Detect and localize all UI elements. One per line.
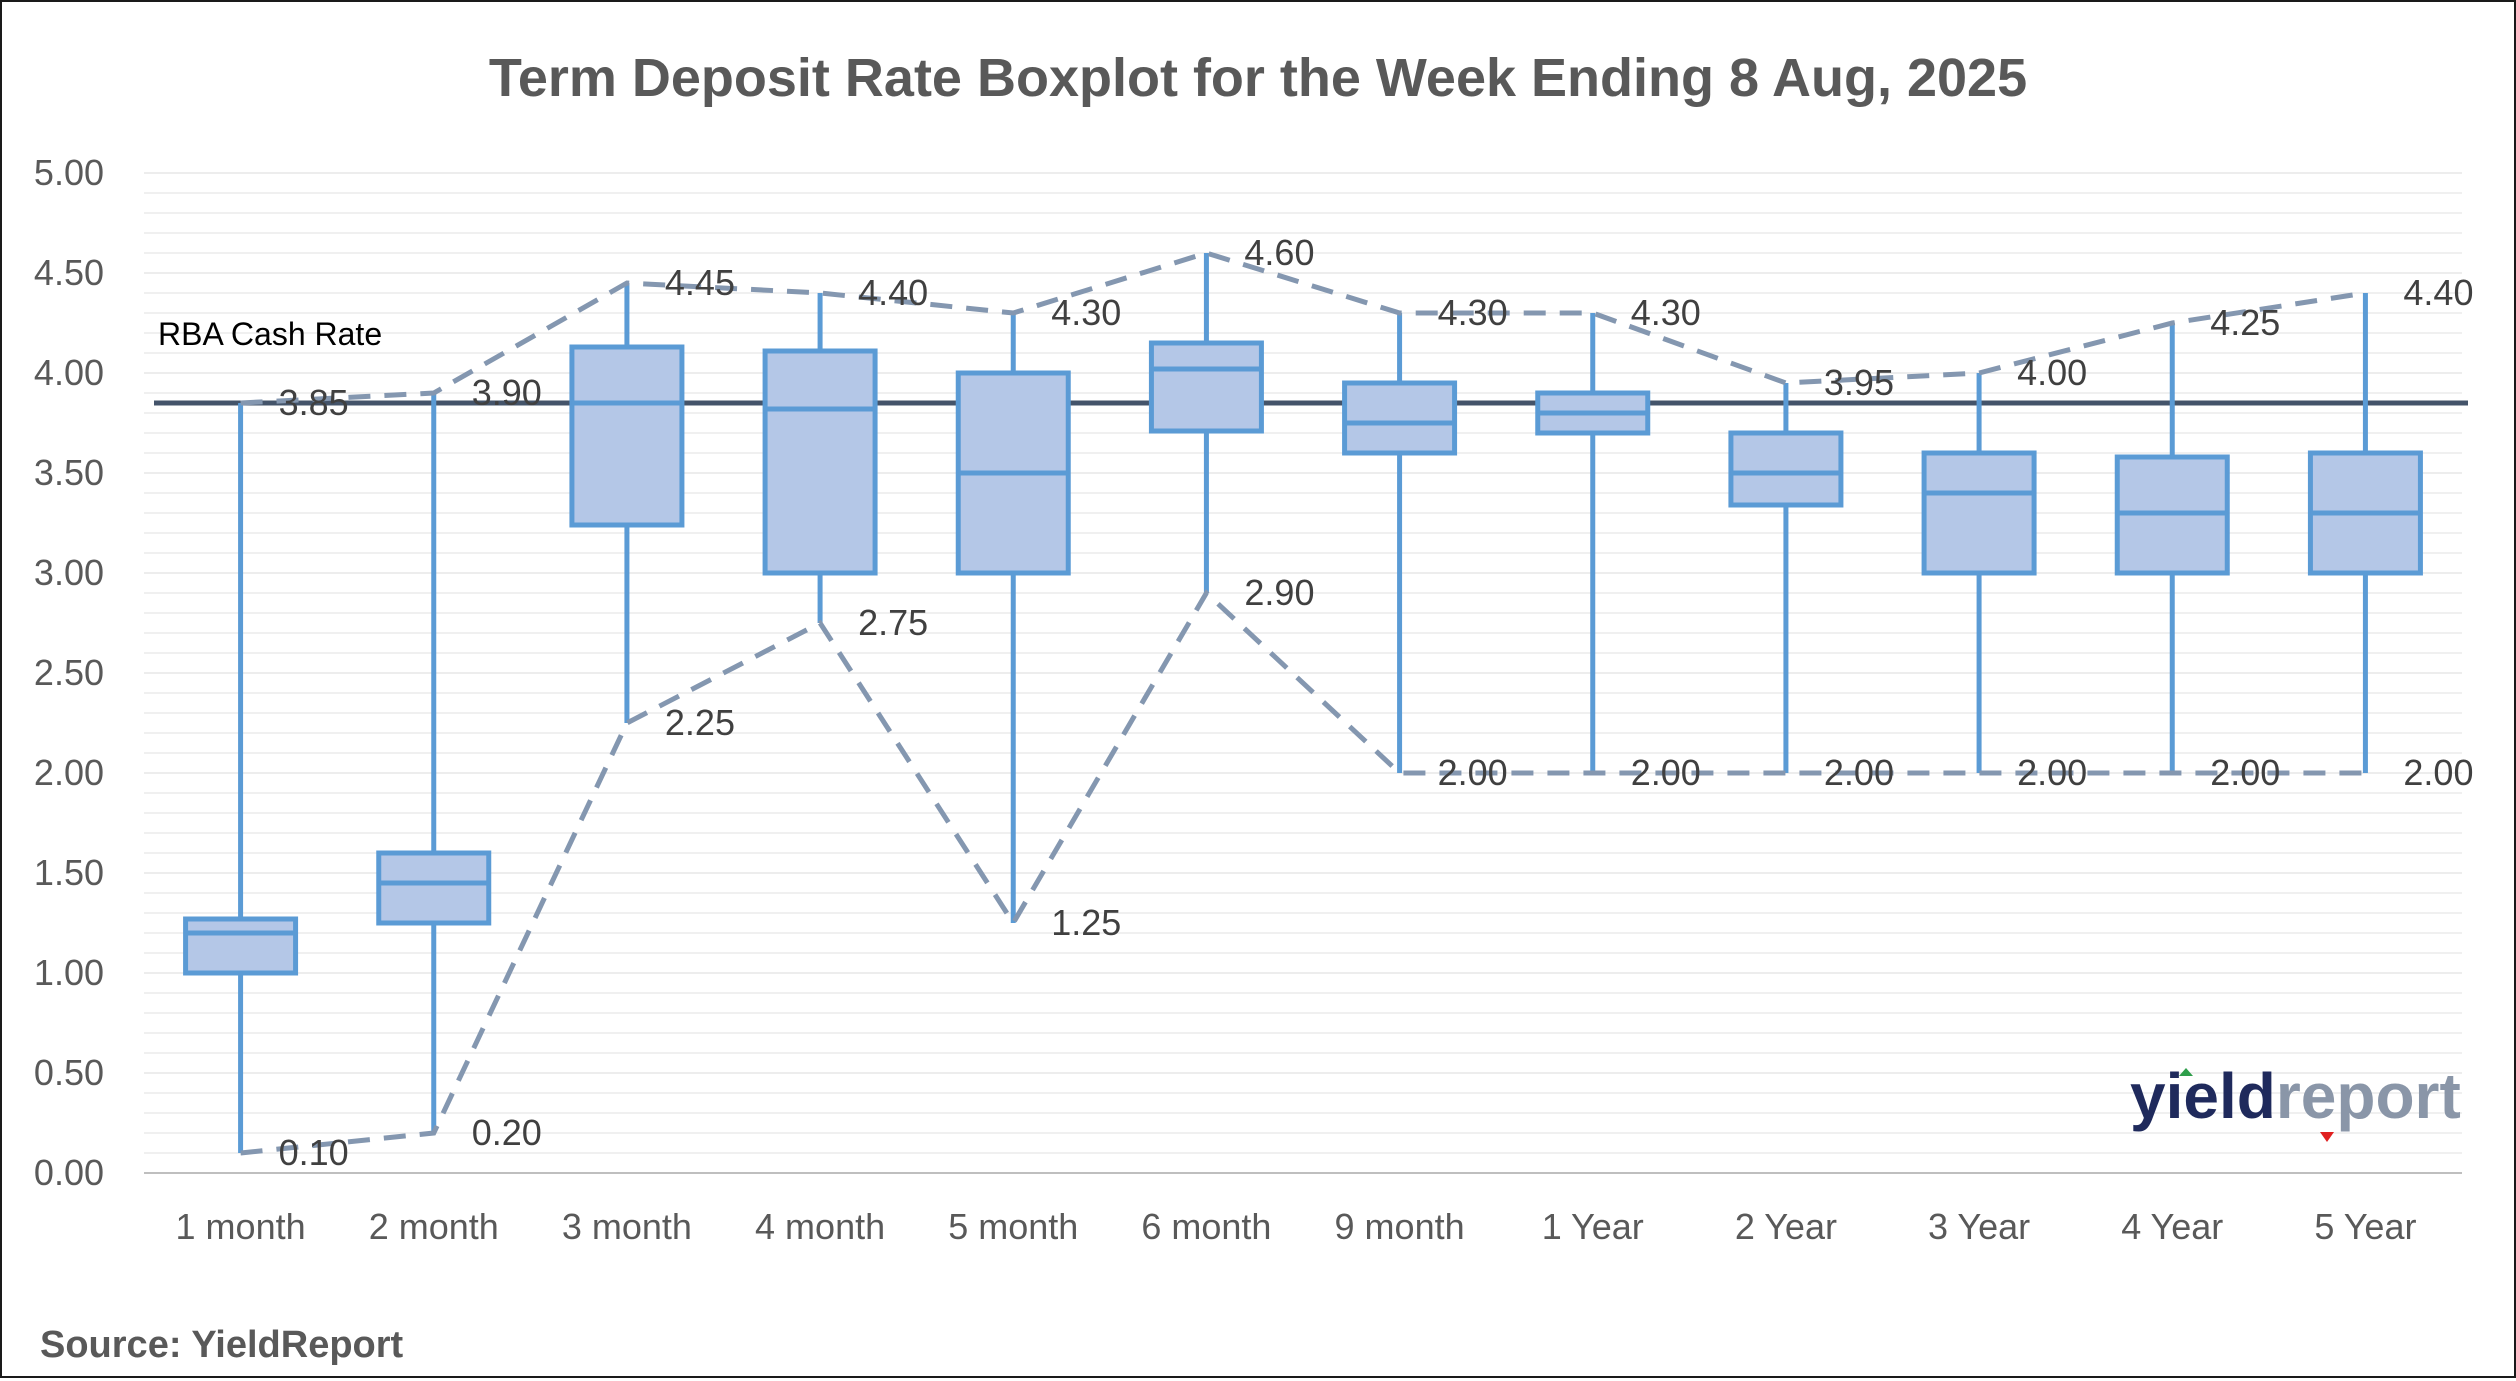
box-2 [376, 393, 492, 1133]
max-data-label: 3.85 [279, 382, 349, 423]
x-tick-label: 6 month [1141, 1206, 1271, 1247]
x-tick-label: 3 Year [1928, 1206, 2030, 1247]
y-tick-label: 4.00 [34, 352, 104, 393]
box-5 [955, 313, 1071, 923]
x-tick-label: 2 month [369, 1206, 499, 1247]
y-tick-label: 1.00 [34, 952, 104, 993]
min-data-label: 2.00 [1438, 752, 1508, 793]
x-tick-label: 5 Year [2314, 1206, 2416, 1247]
grid-layer [144, 172, 2462, 1174]
iqr-box [569, 344, 685, 528]
x-tick-label: 9 month [1335, 1206, 1465, 1247]
box-11 [2114, 323, 2230, 773]
min-data-label: 0.20 [472, 1112, 542, 1153]
max-data-label: 4.30 [1051, 292, 1121, 333]
iqr-box [762, 348, 878, 576]
max-data-label: 4.45 [665, 262, 735, 303]
yieldreport-logo: yieldreport [2130, 1060, 2461, 1142]
iqr-box [183, 916, 299, 976]
range-lines-layer [240, 250, 2366, 1156]
min-data-label: 2.00 [1631, 752, 1701, 793]
logo-text-yield: yield [2130, 1060, 2276, 1132]
iqr-box [1921, 450, 2037, 576]
min-data-label: 0.10 [279, 1132, 349, 1173]
x-tick-label: 5 month [948, 1206, 1078, 1247]
min-data-label: 2.00 [2017, 752, 2087, 793]
min-data-label: 2.00 [2210, 752, 2280, 793]
y-tick-label: 1.50 [34, 852, 104, 893]
max-series-line [240, 250, 2366, 406]
y-tick-label: 3.00 [34, 552, 104, 593]
iqr-box [376, 850, 492, 926]
iqr-box [1342, 380, 1458, 456]
box-6 [1148, 253, 1264, 593]
min-series-line [240, 589, 2366, 1156]
x-tick-label: 3 month [562, 1206, 692, 1247]
min-data-label: 2.00 [2403, 752, 2473, 793]
y-tick-label: 2.00 [34, 752, 104, 793]
min-data-label: 2.00 [1824, 752, 1894, 793]
y-tick-label: 0.50 [34, 1052, 104, 1093]
max-data-label: 4.30 [1631, 292, 1701, 333]
min-data-label: 2.75 [858, 602, 928, 643]
data-labels-layer: 3.85 0.10 3.90 0.20 4.45 2.25 4.40 2.75 4.30 1.25… [279, 232, 2474, 1173]
x-axis-ticks: 1 month 2 month 3 month 4 month 5 month 6 mon… [176, 1206, 2417, 1247]
max-data-label: 4.25 [2210, 302, 2280, 343]
max-data-label: 3.95 [1824, 362, 1894, 403]
max-data-label: 4.60 [1244, 232, 1314, 273]
box-1 [183, 403, 299, 1153]
box-9 [1728, 383, 1844, 773]
x-tick-label: 1 Year [1542, 1206, 1644, 1247]
box-7 [1342, 313, 1458, 773]
min-data-label: 1.25 [1051, 902, 1121, 943]
box-4 [762, 293, 878, 623]
x-tick-label: 1 month [176, 1206, 306, 1247]
y-tick-label: 3.50 [34, 452, 104, 493]
logo-up-arrow-icon [2179, 1068, 2193, 1076]
logo-text-report: report [2276, 1060, 2461, 1132]
max-data-label: 4.00 [2017, 352, 2087, 393]
chart-title: Term Deposit Rate Boxplot for the Week E… [489, 48, 2027, 108]
min-data-label: 2.25 [665, 702, 735, 743]
iqr-box [1728, 430, 1844, 508]
y-tick-label: 0.00 [34, 1152, 104, 1193]
y-tick-label: 2.50 [34, 652, 104, 693]
reference-line-layer: RBA Cash Rate [154, 316, 2468, 406]
max-data-label: 3.90 [472, 372, 542, 413]
y-axis-ticks: 0.00 0.50 1.00 1.50 2.00 2.50 3.00 3.50 4.00 4.50… [34, 152, 104, 1193]
min-data-label: 2.90 [1244, 572, 1314, 613]
max-data-label: 4.40 [2403, 272, 2473, 313]
y-tick-label: 5.00 [34, 152, 104, 193]
source-note: Source: YieldReport [40, 1324, 404, 1366]
max-data-label: 4.40 [858, 272, 928, 313]
x-tick-label: 4 month [755, 1206, 885, 1247]
box-8 [1535, 313, 1651, 773]
box-10 [1921, 373, 2037, 773]
rba-cash-rate-label: RBA Cash Rate [158, 316, 382, 352]
box-3 [569, 283, 685, 723]
x-tick-label: 2 Year [1735, 1206, 1837, 1247]
svg-text:yieldreport: yieldreport [2130, 1060, 2461, 1132]
logo-down-arrow-icon [2320, 1132, 2334, 1142]
box-12 [2307, 293, 2423, 773]
max-data-label: 4.30 [1438, 292, 1508, 333]
iqr-box [1148, 340, 1264, 434]
x-tick-label: 4 Year [2121, 1206, 2223, 1247]
y-tick-label: 4.50 [34, 252, 104, 293]
box-layer [183, 253, 2423, 1153]
